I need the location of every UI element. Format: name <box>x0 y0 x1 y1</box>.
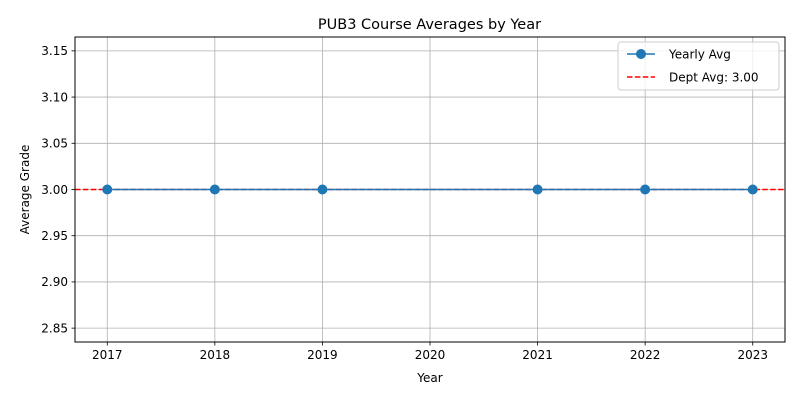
x-tick-label: 2019 <box>307 348 338 362</box>
legend-yearly-avg-marker <box>636 49 646 59</box>
y-tick-label: 3.00 <box>41 183 68 197</box>
x-tick-label: 2023 <box>737 348 768 362</box>
data-point <box>747 184 758 195</box>
y-tick-label: 3.05 <box>41 137 68 151</box>
x-tick-label: 2022 <box>630 348 661 362</box>
data-point <box>640 184 651 195</box>
x-tick-label: 2021 <box>522 348 553 362</box>
legend-frame <box>617 41 780 91</box>
series-layer <box>102 184 758 195</box>
data-point <box>102 184 113 195</box>
data-point <box>532 184 543 195</box>
chart-title: PUB3 Course Averages by Year <box>318 17 541 33</box>
y-tick-label: 2.95 <box>41 229 68 243</box>
x-axis-label: Year <box>416 371 442 385</box>
x-tick-label: 2018 <box>200 348 231 362</box>
y-axis-ticks: 2.85 2.90 2.95 3.00 3.05 3.10 3.15 <box>41 44 75 335</box>
x-axis-ticks: 2017 2018 2019 2020 2021 2022 2023 <box>92 342 768 362</box>
legend-yearly-avg-label: Yearly Avg <box>668 48 731 62</box>
x-tick-label: 2020 <box>415 348 446 362</box>
x-tick-label: 2017 <box>92 348 123 362</box>
legend-dept-avg-label: Dept Avg: 3.00 <box>669 71 759 85</box>
y-axis-label: Average Grade <box>18 145 32 235</box>
y-tick-label: 3.10 <box>41 90 68 104</box>
y-tick-label: 3.15 <box>41 44 68 58</box>
legend: Yearly Avg Dept Avg: 3.00 <box>617 41 780 91</box>
y-tick-label: 2.85 <box>41 321 68 335</box>
data-point <box>209 184 220 195</box>
y-tick-label: 2.90 <box>41 275 68 289</box>
data-point <box>317 184 328 195</box>
